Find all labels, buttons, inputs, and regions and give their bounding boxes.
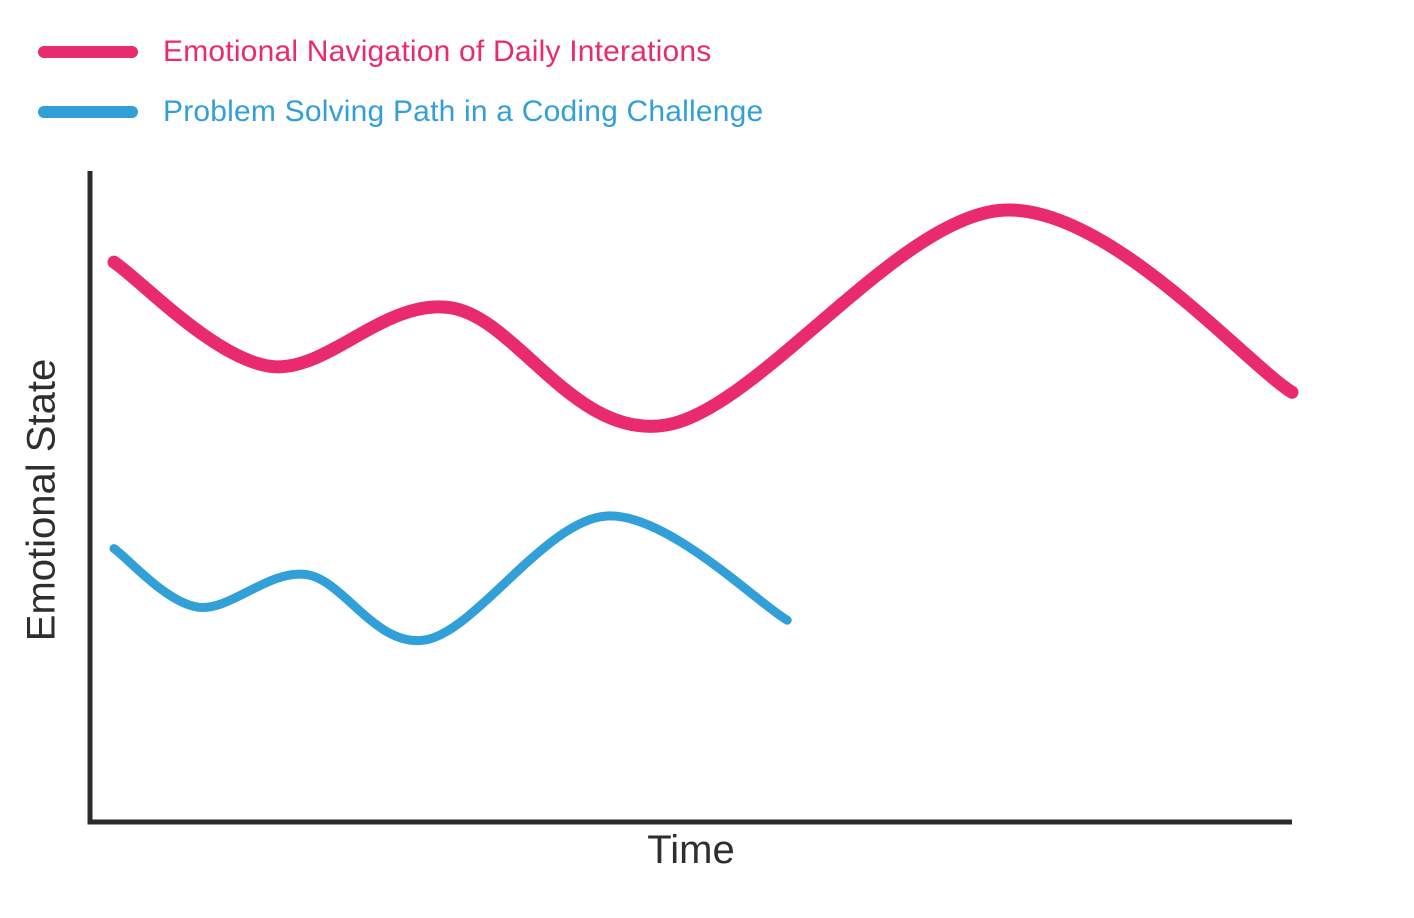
legend-item-daily-interactions: Emotional Navigation of Daily Interation… xyxy=(38,34,763,70)
legend: Emotional Navigation of Daily Interation… xyxy=(38,34,763,130)
legend-label-coding-challenge: Problem Solving Path in a Coding Challen… xyxy=(163,95,764,128)
legend-label-daily-interactions: Emotional Navigation of Daily Interation… xyxy=(163,35,712,68)
y-axis-label: Emotional State xyxy=(19,358,64,642)
series-coding-challenge-line xyxy=(109,511,792,646)
legend-swatch-blue xyxy=(38,106,138,118)
legend-item-coding-challenge: Problem Solving Path in a Coding Challen… xyxy=(38,94,763,130)
axes-line xyxy=(87,171,1292,825)
series-daily-interactions-line xyxy=(107,203,1299,433)
x-axis-label: Time xyxy=(647,828,735,872)
legend-swatch-pink xyxy=(38,46,138,58)
